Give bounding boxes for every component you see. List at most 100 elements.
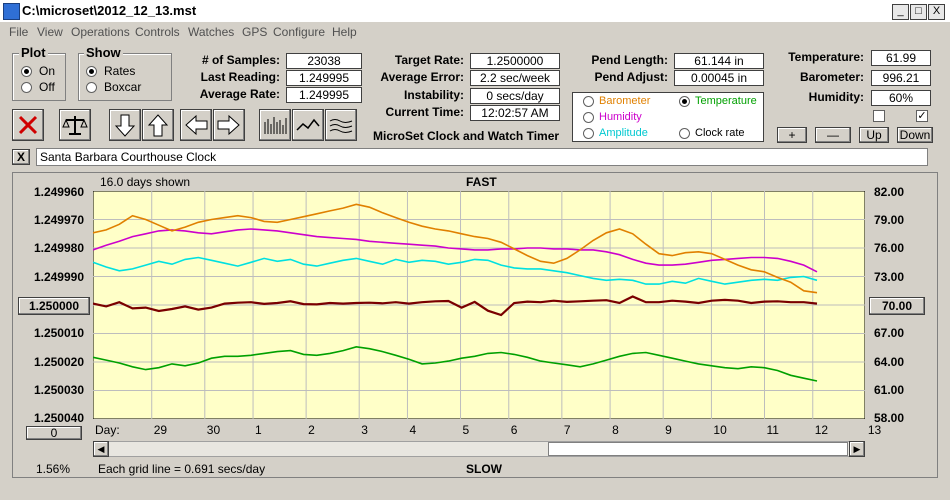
center-rate-button[interactable]: 1.250000 [18,297,90,315]
clear-name-button[interactable]: X [12,149,30,165]
humidity-radio[interactable] [583,112,594,123]
menu-file[interactable]: File [9,25,29,39]
arrow-right-icon [217,114,240,136]
balance-button[interactable] [59,109,91,141]
last-reading-value: 1.249995 [286,70,362,86]
y-left-tick: 1.249970 [33,213,84,227]
humidity-value: 60% [871,90,931,106]
x-tick-label: 3 [361,423,368,437]
y-right-tick: 79.00 [874,213,905,227]
grid-note: Each grid line = 0.691 secs/day [98,462,266,476]
show-group-title: Show [84,45,123,60]
plot-area [93,191,865,419]
series-line-clock-rate [93,295,818,317]
center-temp-button[interactable]: 70.00 [869,297,925,315]
arrow-up-button[interactable] [142,109,174,141]
humidity-option-label: Humidity [599,111,642,123]
app-icon [3,3,20,20]
minus-button[interactable]: — [815,127,851,143]
window-title: C:\microset\2012_12_13.mst [22,3,197,18]
average-rate-label: Average Rate: [199,87,280,101]
y-right-tick: 73.00 [874,270,905,284]
y-left-tick: 1.250010 [33,326,84,340]
amplitude-radio[interactable] [583,128,594,139]
offset-box[interactable]: 0 [26,426,82,440]
menu-gps[interactable]: GPS [242,25,268,39]
show-rates-radio[interactable] [86,66,97,77]
x-tick-label: 9 [665,423,672,437]
scroll-right-button[interactable]: ▶ [849,441,865,457]
barometer-radio[interactable] [583,96,594,107]
show-group [78,53,172,101]
arrow-right-button[interactable] [213,109,245,141]
y-left-tick: 1.250040 [33,411,84,425]
y-right-tick: 61.00 [874,383,905,397]
show-boxcar-radio[interactable] [86,82,97,93]
current-time-label: Current Time: [385,105,464,119]
y-right-tick: 76.00 [874,241,905,255]
balance-scale-icon [62,116,88,135]
arrow-down-icon [114,114,136,137]
bar-chart-icon [264,117,287,134]
x-tick-label: 29 [153,423,168,437]
line-view-button[interactable] [292,109,324,141]
barometer-value: 996.21 [871,70,931,86]
x-tick-label: 11 [766,423,779,437]
y-left-tick: 1.249960 [33,185,84,199]
series-line-humidity [93,228,818,273]
average-rate-value: 1.249995 [286,87,362,103]
humidity-label: Humidity: [808,90,864,104]
x-tick-label: 4 [409,423,417,437]
minimize-button[interactable]: _ [892,4,909,20]
menu-configure[interactable]: Configure [273,25,326,39]
temperature-radio[interactable] [679,96,690,107]
sensor-select-box [572,92,764,142]
pend-length-value[interactable]: 61.144 in [674,53,764,69]
down-button[interactable]: Down [897,127,933,143]
arrow-left-icon [185,114,208,136]
pend-adjust-value: 0.00045 in [674,70,764,86]
series-line-amplitude [93,256,818,285]
average-error-value: 2.2 sec/week [470,70,560,86]
days-shown: 16.0 days shown [100,175,191,189]
plot-group-title: Plot [19,45,48,60]
clock-rate-radio[interactable] [679,128,690,139]
plot-on-label: On [39,64,56,78]
menu-controls[interactable]: Controls [135,25,180,39]
average-error-label: Average Error: [380,70,464,84]
last-reading-label: Last Reading: [200,70,280,84]
clear-button[interactable] [12,109,44,141]
x-tick-label: 7 [563,423,571,437]
temperature-option-label: Temperature [695,95,757,107]
humidity-checkbox[interactable] [873,110,885,122]
y-left-tick: 1.249980 [33,241,84,255]
y-left-tick: 1.250030 [33,383,84,397]
clock-name-field[interactable]: Santa Barbara Courthouse Clock [36,148,928,166]
plus-button[interactable]: + [777,127,807,143]
close-window-button[interactable]: X [928,4,945,20]
up-button[interactable]: Up [859,127,889,143]
plot-off-radio[interactable] [21,82,32,93]
x-tick-label: 8 [612,423,619,437]
smooth-view-button[interactable] [325,109,357,141]
plot-on-radio[interactable] [21,66,32,77]
menu-help[interactable]: Help [332,25,357,39]
scroll-thumb[interactable] [548,442,848,456]
arrow-left-button[interactable] [180,109,212,141]
series-line-temperature [93,345,818,382]
scroll-left-button[interactable]: ◀ [93,441,109,457]
menu-watches[interactable]: Watches [188,25,235,39]
title-bar: C:\microset\2012_12_13.mst _ □ X [0,0,950,23]
menu-view[interactable]: View [37,25,63,39]
target-rate-value[interactable]: 1.2500000 [470,53,560,69]
auto-checkbox[interactable]: ✓ [916,110,928,122]
x-tick-label: 12 [814,423,829,437]
menu-operations[interactable]: Operations [71,25,130,39]
maximize-button[interactable]: □ [910,4,927,20]
arrow-down-button[interactable] [109,109,141,141]
plot-off-label: Off [39,80,55,94]
line-chart-icon [296,118,320,131]
percent-label: 1.56% [36,462,71,476]
bar-view-button[interactable] [259,109,291,141]
x-tick-label: 30 [206,423,221,437]
